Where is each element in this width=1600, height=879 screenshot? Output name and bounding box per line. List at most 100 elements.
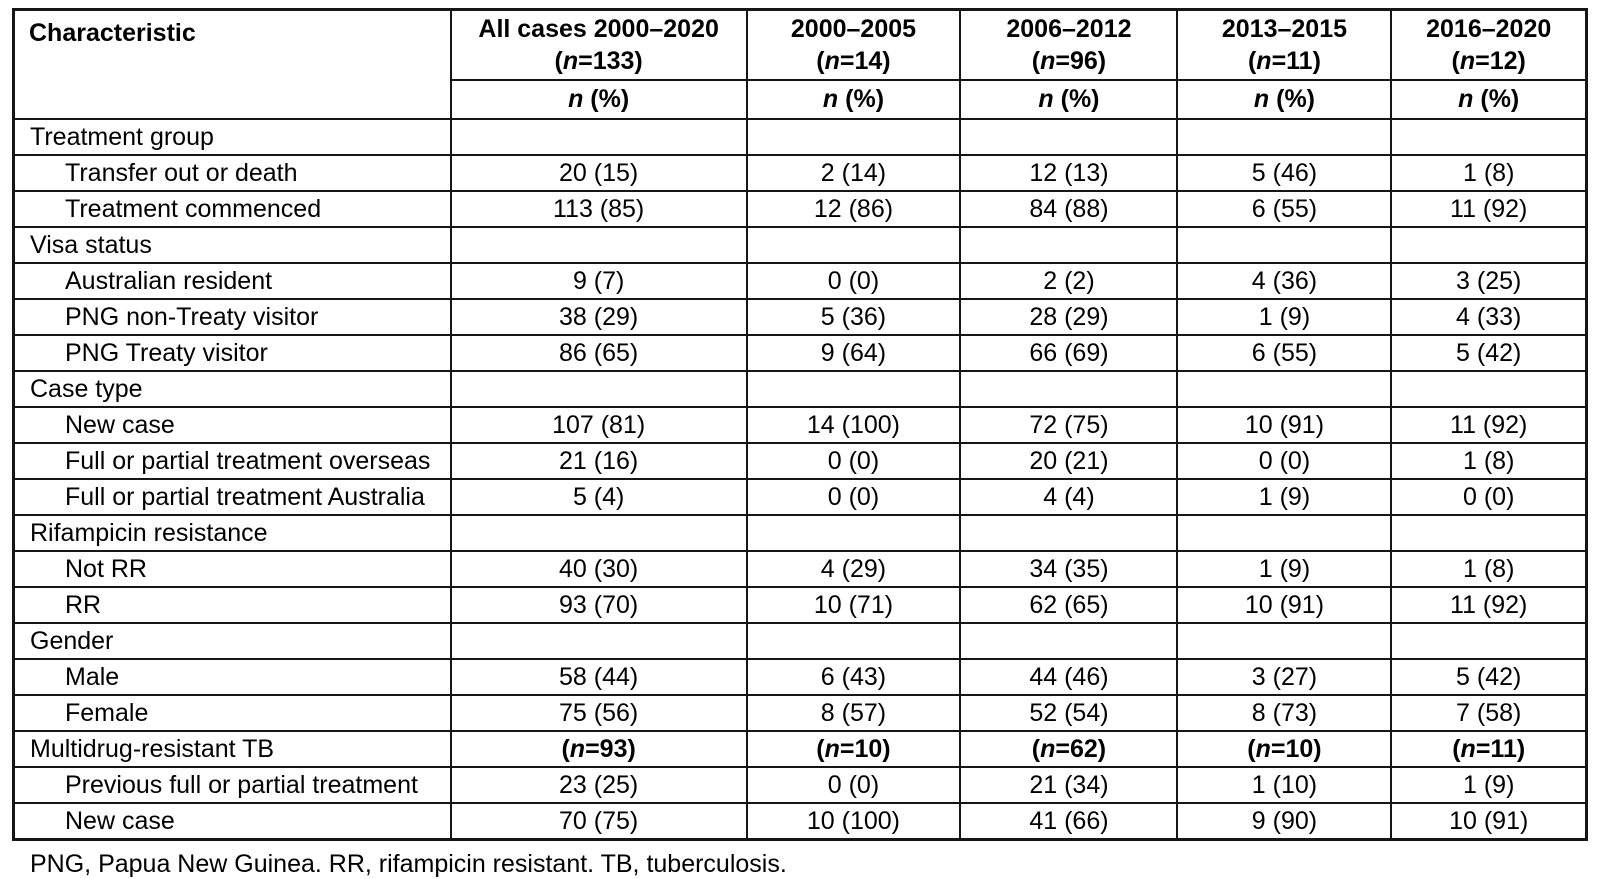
row-label: RR bbox=[12, 586, 452, 624]
cell-value: 5 (46) bbox=[1176, 154, 1393, 192]
cell-value: 9 (7) bbox=[449, 262, 748, 300]
row-label: PNG non-Treaty visitor bbox=[12, 298, 452, 336]
column-header-title: 2000–2005 bbox=[790, 15, 917, 43]
row-label: New case bbox=[12, 802, 452, 841]
cell-value: 1 (8) bbox=[1390, 442, 1588, 480]
row-label: Rifampicin resistance bbox=[12, 514, 452, 552]
cell-value bbox=[449, 622, 748, 660]
cell-value: 1 (9) bbox=[1176, 550, 1393, 588]
cell-value: 5 (4) bbox=[449, 478, 748, 516]
cell-value bbox=[959, 622, 1179, 660]
cell-value bbox=[449, 370, 748, 408]
cell-value bbox=[959, 514, 1179, 552]
cell-value bbox=[449, 514, 748, 552]
cell-value: 75 (56) bbox=[449, 694, 748, 732]
column-header: 2006–2012 (n=96) bbox=[959, 8, 1179, 81]
cell-value bbox=[745, 118, 962, 156]
table-row: Australian resident 9 (7) 0 (0) 2 (2) 4 (36)… bbox=[12, 262, 1588, 300]
row-label: Australian resident bbox=[12, 262, 452, 300]
table-row: New case 70 (75) 10 (100) 41 (66) 9 (90) 10 (… bbox=[12, 802, 1588, 841]
cell-value: (n=93) bbox=[449, 730, 748, 768]
subcolumn-header-n-pct: n (%) bbox=[959, 79, 1179, 120]
cell-value bbox=[959, 118, 1179, 156]
row-label: Male bbox=[12, 658, 452, 696]
row-label: Treatment commenced bbox=[12, 190, 452, 228]
column-header-title: 2013–2015 bbox=[1221, 15, 1348, 43]
row-label: Full or partial treatment Australia bbox=[12, 478, 452, 516]
cell-value: 44 (46) bbox=[959, 658, 1179, 696]
cell-value bbox=[1176, 514, 1393, 552]
table-row: Case type bbox=[12, 370, 1588, 408]
row-label: Not RR bbox=[12, 550, 452, 588]
table-row: New case 107 (81) 14 (100) 72 (75) 10 (91) 11… bbox=[12, 406, 1588, 444]
italic-n: n bbox=[568, 85, 584, 113]
cell-value: 0 (0) bbox=[1176, 442, 1393, 480]
cell-value: 93 (70) bbox=[449, 586, 748, 624]
row-label: Gender bbox=[12, 622, 452, 660]
cell-value: 1 (9) bbox=[1390, 766, 1588, 804]
column-header-n: (n=12) bbox=[1451, 47, 1526, 75]
cell-value: 84 (88) bbox=[959, 190, 1179, 228]
italic-n: n bbox=[1040, 734, 1056, 763]
column-header-title: 2016–2020 bbox=[1426, 15, 1552, 43]
italic-n: n bbox=[1460, 734, 1476, 763]
table-body: Treatment group Transfer out or death 20 (… bbox=[12, 118, 1588, 841]
table-row: Full or partial treatment Australia 5 (4)… bbox=[12, 478, 1588, 516]
cell-value: 58 (44) bbox=[449, 658, 748, 696]
cell-value: 34 (35) bbox=[959, 550, 1179, 588]
cell-value: 11 (92) bbox=[1390, 190, 1588, 228]
cell-value bbox=[1390, 514, 1588, 552]
cell-value bbox=[1176, 226, 1393, 264]
cell-value bbox=[745, 622, 962, 660]
table-row: Treatment commenced 113 (85) 12 (86) 84 (88… bbox=[12, 190, 1588, 228]
italic-n: n bbox=[1038, 85, 1054, 113]
subcolumn-header-n-pct: n (%) bbox=[1390, 79, 1588, 120]
cell-value: 113 (85) bbox=[449, 190, 748, 228]
page: Characteristic All cases 2000–2020 (n=133… bbox=[12, 8, 1588, 879]
column-header-n: (n=11) bbox=[1247, 47, 1321, 75]
cell-value: 0 (0) bbox=[745, 478, 962, 516]
cell-value bbox=[1390, 370, 1588, 408]
italic-n: n bbox=[822, 85, 839, 113]
cell-value: 10 (91) bbox=[1176, 586, 1393, 624]
table-row: RR 93 (70) 10 (71) 62 (65) 10 (91) 11 (92) bbox=[12, 586, 1588, 624]
cell-value: 7 (58) bbox=[1390, 694, 1588, 732]
column-header-n: (n=14) bbox=[816, 47, 891, 75]
subcolumn-header-n-pct: n (%) bbox=[1176, 79, 1393, 120]
cell-value: 1 (8) bbox=[1390, 154, 1588, 192]
cell-value: 4 (33) bbox=[1390, 298, 1588, 336]
cell-value: (n=10) bbox=[1176, 730, 1393, 768]
table-footnote: PNG, Papua New Guinea. RR, rifampicin re… bbox=[30, 850, 787, 878]
column-header-title: All cases 2000–2020 bbox=[478, 15, 719, 43]
subcolumn-header-n-pct: n (%) bbox=[449, 79, 748, 120]
cell-value: 86 (65) bbox=[449, 334, 748, 372]
italic-n: n bbox=[562, 47, 579, 75]
table-row: PNG non-Treaty visitor 38 (29) 5 (36) 28 (2… bbox=[12, 298, 1588, 336]
cell-value: 0 (0) bbox=[745, 442, 962, 480]
cell-value: 23 (25) bbox=[449, 766, 748, 804]
row-label: New case bbox=[12, 406, 452, 444]
cell-value: (n=62) bbox=[959, 730, 1179, 768]
italic-n: n bbox=[1459, 47, 1476, 75]
cell-value: 40 (30) bbox=[449, 550, 748, 588]
cell-value: 107 (81) bbox=[449, 406, 748, 444]
column-header-title: 2006–2012 bbox=[1006, 15, 1132, 43]
cell-value: 9 (64) bbox=[745, 334, 962, 372]
subcolumn-header-n-pct: n (%) bbox=[745, 79, 962, 120]
italic-n: n bbox=[824, 734, 840, 763]
cell-value bbox=[449, 226, 748, 264]
cell-value: 8 (57) bbox=[745, 694, 962, 732]
row-label: Case type bbox=[12, 370, 452, 408]
cell-value: 66 (69) bbox=[959, 334, 1179, 372]
subheader-row: n (%) n (%) n (%) n (%) n (%) bbox=[14, 79, 1588, 120]
cell-value bbox=[745, 226, 962, 264]
column-header: 2016–2020 (n=12) bbox=[1390, 8, 1588, 81]
table-row: Previous full or partial treatment 23 (25… bbox=[12, 766, 1588, 804]
cell-value: 6 (55) bbox=[1176, 190, 1393, 228]
cell-value bbox=[959, 226, 1179, 264]
table-row: Full or partial treatment overseas 21 (16… bbox=[12, 442, 1588, 480]
cell-value bbox=[745, 370, 962, 408]
cell-value: 1 (9) bbox=[1176, 478, 1393, 516]
table-row: Gender bbox=[12, 622, 1588, 660]
column-header: 2000–2005 (n=14) bbox=[745, 8, 962, 81]
